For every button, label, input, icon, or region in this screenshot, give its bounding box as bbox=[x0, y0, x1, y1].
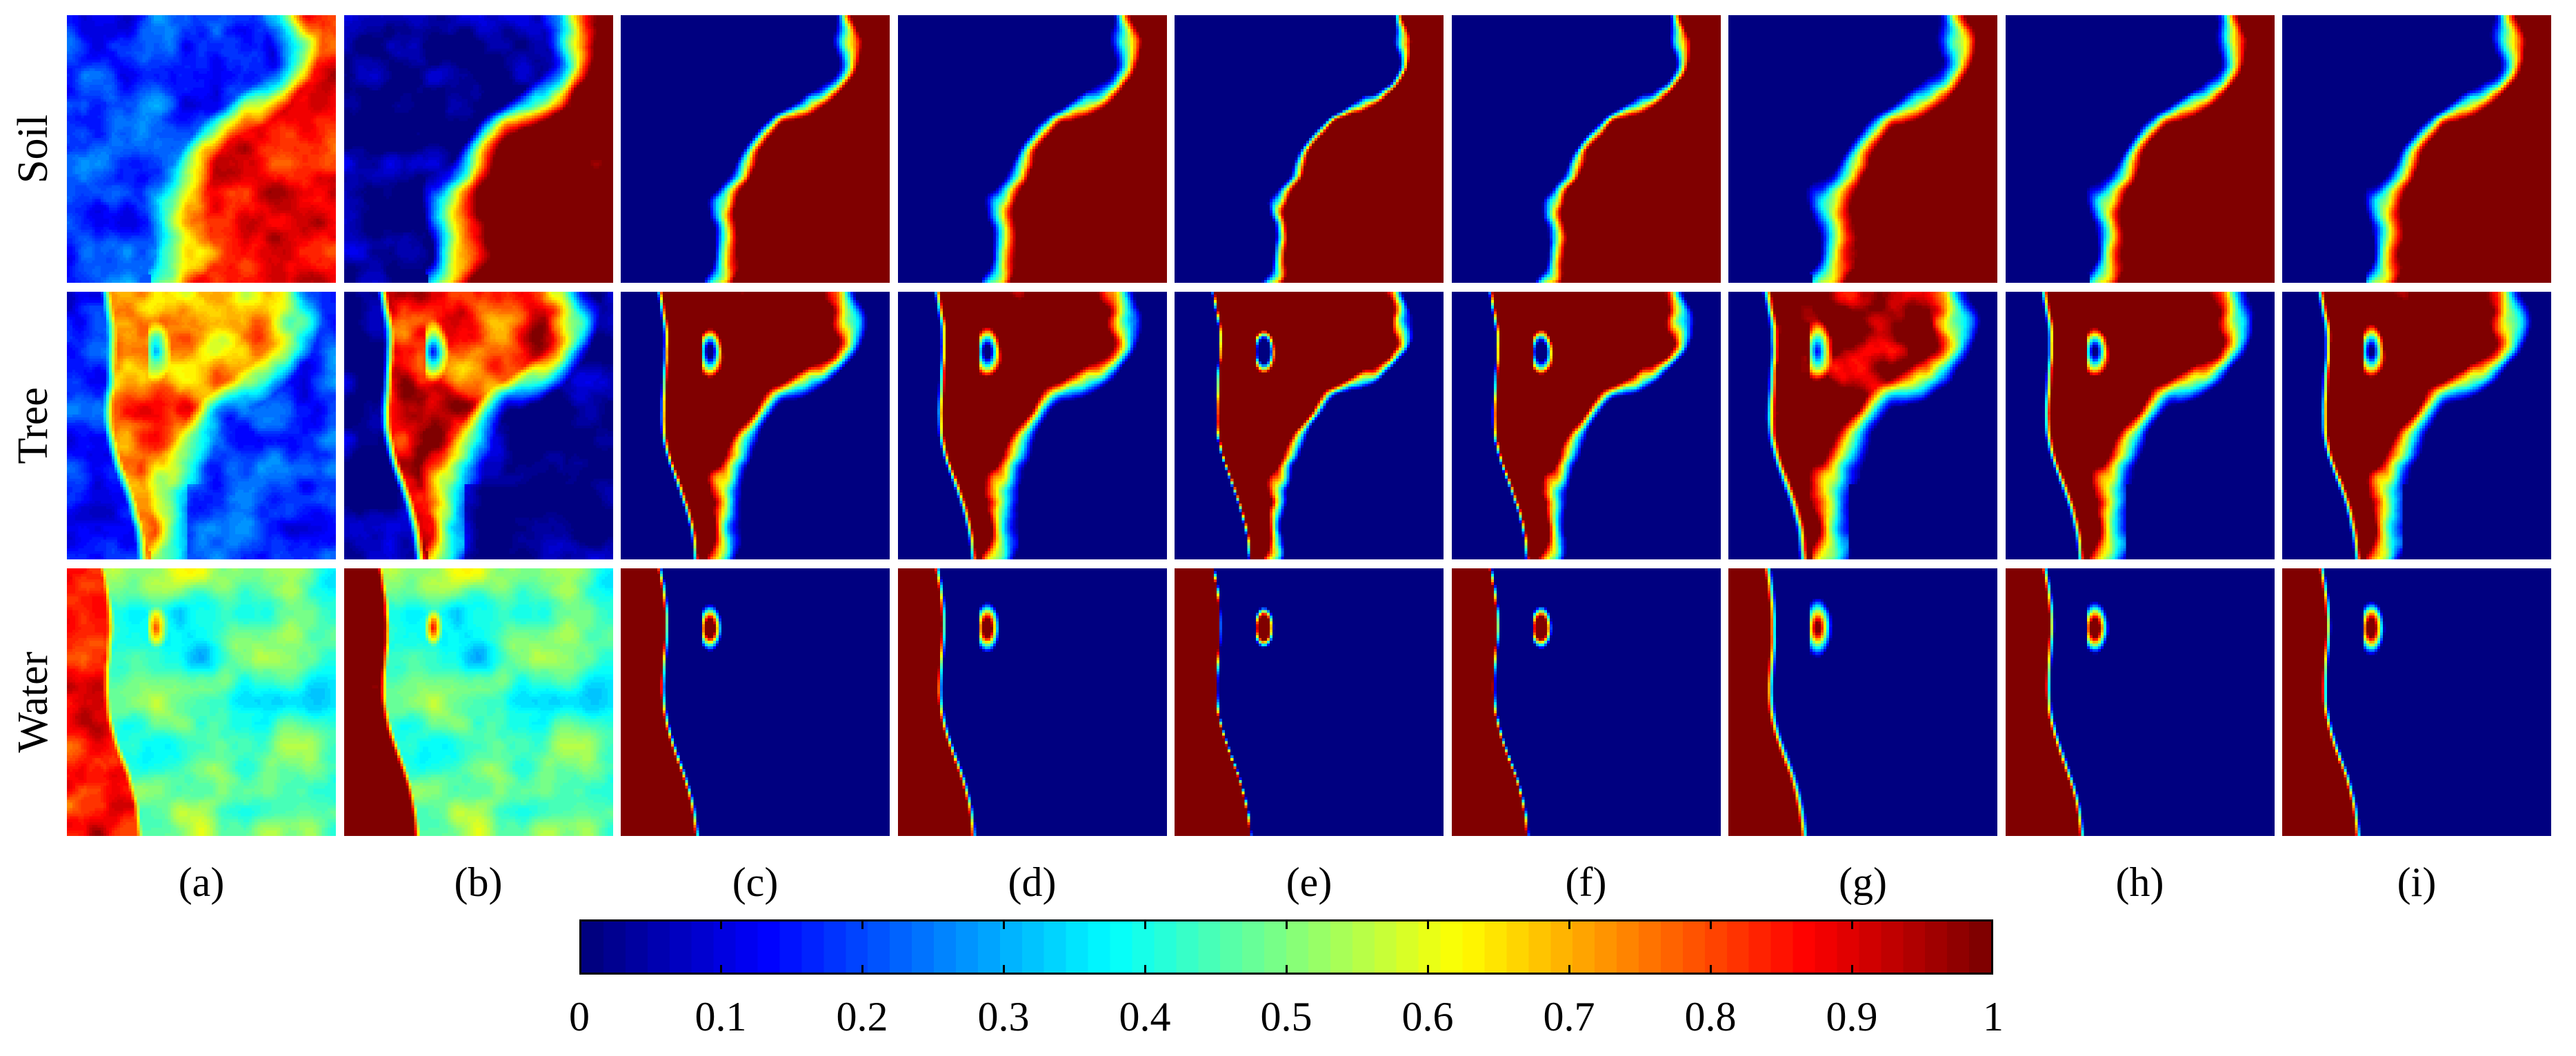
column-label-f: (f) bbox=[1565, 859, 1607, 905]
colorbar-tick-label: 0.1 bbox=[695, 994, 747, 1039]
colorbar-tick-label: 0.5 bbox=[1260, 994, 1312, 1039]
abundance-map-tree-f bbox=[1451, 292, 1721, 559]
colorbar-tick-mark bbox=[1144, 919, 1146, 929]
abundance-map-soil-b bbox=[343, 15, 613, 283]
column-label-h: (h) bbox=[2115, 859, 2164, 905]
abundance-map-water-b bbox=[343, 568, 613, 836]
abundance-map-water-c bbox=[621, 568, 890, 836]
colorbar-tick-mark bbox=[861, 965, 863, 975]
abundance-map-soil-g bbox=[1728, 15, 1997, 283]
colorbar-tick-mark bbox=[1285, 919, 1288, 929]
abundance-map-water-i bbox=[2282, 568, 2551, 836]
colorbar-tick-mark bbox=[1144, 965, 1146, 975]
colorbar-tick-mark bbox=[1285, 965, 1288, 975]
column-label-a: (a) bbox=[178, 859, 225, 905]
colorbar-tick-label: 0.8 bbox=[1684, 994, 1737, 1039]
colorbar-tick-label: 0.9 bbox=[1826, 994, 1878, 1039]
abundance-map-water-e bbox=[1175, 568, 1444, 836]
abundance-map-tree-a bbox=[67, 292, 336, 559]
abundance-map-tree-h bbox=[2005, 292, 2275, 559]
abundance-map-soil-i bbox=[2282, 15, 2551, 283]
colorbar-tick-mark bbox=[1850, 919, 1853, 929]
column-label-i: (i) bbox=[2397, 859, 2437, 905]
abundance-map-water-f bbox=[1451, 568, 1721, 836]
abundance-map-tree-d bbox=[897, 292, 1167, 559]
column-label-g: (g) bbox=[1839, 859, 1887, 905]
colorbar-tick-mark bbox=[719, 965, 722, 975]
colorbar-tick-mark bbox=[861, 919, 863, 929]
colorbar-tick-label: 0.3 bbox=[977, 994, 1030, 1039]
colorbar-tick-mark bbox=[1709, 965, 1712, 975]
row-label-soil: Soil bbox=[10, 114, 57, 183]
abundance-map-tree-c bbox=[621, 292, 890, 559]
colorbar-tick-label: 0.2 bbox=[836, 994, 888, 1039]
row-label-water: Water bbox=[10, 651, 57, 753]
column-label-b: (b) bbox=[454, 859, 503, 905]
colorbar-tick-mark bbox=[1568, 919, 1570, 929]
colorbar-tick-mark bbox=[1850, 965, 1853, 975]
abundance-map-water-g bbox=[1728, 568, 1997, 836]
colorbar-tick-mark bbox=[1002, 919, 1005, 929]
colorbar-tick-mark bbox=[1002, 965, 1005, 975]
abundance-map-soil-d bbox=[897, 15, 1167, 283]
colorbar-tick-mark bbox=[719, 919, 722, 929]
abundance-map-soil-c bbox=[621, 15, 890, 283]
colorbar-tick-label: 0 bbox=[569, 994, 590, 1039]
abundance-map-soil-f bbox=[1451, 15, 1721, 283]
abundance-map-tree-e bbox=[1175, 292, 1444, 559]
abundance-map-tree-b bbox=[343, 292, 613, 559]
abundance-map-water-d bbox=[897, 568, 1167, 836]
column-label-d: (d) bbox=[1008, 859, 1057, 905]
colorbar-tick-label: 0.7 bbox=[1543, 994, 1595, 1039]
colorbar-tick-label: 0.6 bbox=[1401, 994, 1454, 1039]
colorbar-tick-mark bbox=[1709, 919, 1712, 929]
column-label-c: (c) bbox=[732, 859, 779, 905]
abundance-map-water-h bbox=[2005, 568, 2275, 836]
colorbar-tick-label: 0.4 bbox=[1119, 994, 1171, 1039]
abundance-map-soil-h bbox=[2005, 15, 2275, 283]
abundance-map-soil-e bbox=[1175, 15, 1444, 283]
colorbar-tick-label: 1 bbox=[1983, 994, 2004, 1039]
colorbar-tick-mark bbox=[1568, 965, 1570, 975]
abundance-map-water-a bbox=[67, 568, 336, 836]
colorbar-tick-mark bbox=[1426, 965, 1429, 975]
row-label-tree: Tree bbox=[10, 387, 57, 464]
abundance-map-tree-i bbox=[2282, 292, 2551, 559]
colorbar-tick-mark bbox=[1426, 919, 1429, 929]
abundance-map-tree-g bbox=[1728, 292, 1997, 559]
colorbar-gradient bbox=[581, 921, 1991, 973]
abundance-map-soil-a bbox=[67, 15, 336, 283]
column-label-e: (e) bbox=[1286, 859, 1332, 905]
